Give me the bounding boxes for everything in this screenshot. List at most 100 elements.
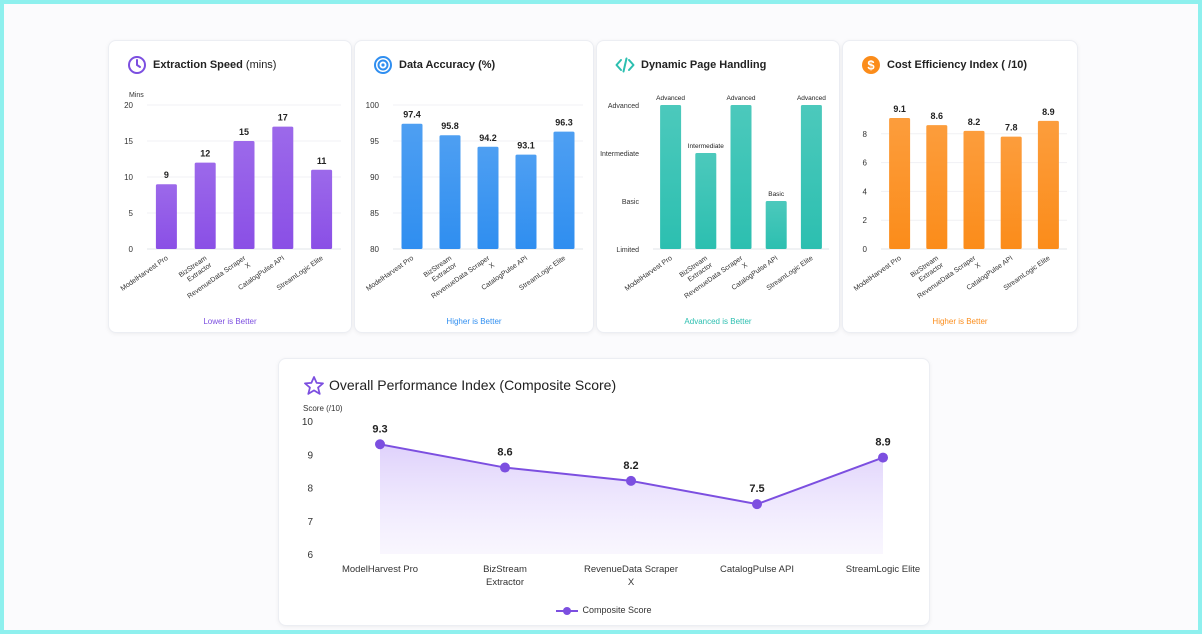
data-point xyxy=(626,475,636,486)
data-label: 9 xyxy=(164,170,169,180)
chart-footnote: Higher is Better xyxy=(446,317,502,326)
x-tick-label: ModelHarvest Pro xyxy=(365,255,415,293)
data-label: 17 xyxy=(278,113,288,123)
data-point xyxy=(375,439,385,450)
area-line-chart: Score (/10) 6 7 8 9 10 9.3 ModelHarvest Pro 8.6 B… xyxy=(302,404,920,588)
bar xyxy=(553,131,575,249)
y-tick-label: 100 xyxy=(366,101,380,110)
bar xyxy=(1000,136,1022,249)
bar xyxy=(439,135,461,249)
bar xyxy=(401,123,423,249)
chart-title: Data Accuracy (%) xyxy=(399,59,496,71)
bar xyxy=(155,184,177,249)
target-icon xyxy=(374,56,392,74)
y-tick-label: 85 xyxy=(370,209,379,218)
legend-label: Composite Score xyxy=(582,605,652,615)
star-icon xyxy=(304,376,324,395)
data-label: 95.8 xyxy=(441,121,459,131)
bar xyxy=(963,130,985,249)
data-label: 8.2 xyxy=(623,460,638,472)
dynamic-page-handling-card: Dynamic Page Handling Limited Basic Interm… xyxy=(596,40,840,333)
data-label: Intermediate xyxy=(688,143,725,150)
y-tick-label: 6 xyxy=(863,159,868,168)
data-label: Advanced xyxy=(656,95,685,102)
data-label: 9.3 xyxy=(372,423,387,435)
bar xyxy=(311,169,333,249)
chart-legend: Composite Score xyxy=(279,605,929,615)
bar xyxy=(515,154,537,249)
data-label: 11 xyxy=(317,156,327,166)
x-tick-label: ModelHarvest Pro xyxy=(853,255,903,293)
x-tick-label: ModelHarvest Pro xyxy=(624,255,674,293)
data-label: 93.1 xyxy=(517,141,535,151)
y-axis-label: Score (/10) xyxy=(303,404,343,413)
data-point xyxy=(500,462,510,473)
data-label: 8.2 xyxy=(968,117,981,127)
bar xyxy=(194,162,216,249)
y-tick-label: Basic xyxy=(622,199,640,206)
chart-title: Overall Performance Index (Composite Sco… xyxy=(329,377,617,393)
chart-title: Cost Efficiency Index ( /10) xyxy=(887,59,1027,71)
y-tick-label: 95 xyxy=(370,137,379,146)
y-axis-label: Mins xyxy=(129,92,144,99)
y-tick-label: 9 xyxy=(307,450,313,461)
data-accuracy-card: Data Accuracy (%) 80 85 90 95 100 97.4 ModelHa… xyxy=(354,40,594,333)
y-tick-label: Limited xyxy=(616,247,639,254)
y-tick-label: 8 xyxy=(863,130,868,139)
x-tick-label: ModelHarvest Pro xyxy=(342,564,418,575)
chart-title: Extraction Speed (mins) xyxy=(153,59,277,71)
clock-icon xyxy=(128,56,146,74)
y-tick-label: Intermediate xyxy=(600,151,639,158)
data-label: Basic xyxy=(768,191,785,198)
y-tick-label: 8 xyxy=(307,484,313,495)
y-tick-label: 4 xyxy=(863,187,868,196)
y-tick-label: 7 xyxy=(307,517,313,528)
dollar-icon: $ xyxy=(862,56,880,74)
y-tick-label: 80 xyxy=(370,245,379,254)
data-label: 97.4 xyxy=(403,110,421,120)
x-tick-label: ModelHarvest Pro xyxy=(120,255,170,293)
extraction-speed-card: Extraction Speed (mins) Mins 0 5 10 15 20 9 Mod… xyxy=(108,40,352,333)
bar xyxy=(889,117,911,250)
y-tick-label: 5 xyxy=(129,209,134,218)
bar xyxy=(477,146,499,249)
bar-chart: Limited Basic Intermediate Advanced Advanced… xyxy=(600,95,829,300)
y-tick-label: 20 xyxy=(124,101,133,110)
y-tick-label: 6 xyxy=(307,550,313,561)
legend-swatch xyxy=(556,606,579,615)
data-label: Advanced xyxy=(727,95,756,102)
data-label: 8.9 xyxy=(1042,107,1055,117)
bar xyxy=(233,141,255,249)
chart-title: Dynamic Page Handling xyxy=(641,59,767,71)
bar xyxy=(272,126,294,249)
svg-text:$: $ xyxy=(867,58,875,73)
y-tick-label: Advanced xyxy=(608,103,639,110)
data-label: 8.9 xyxy=(875,437,890,449)
bar xyxy=(1037,120,1059,249)
data-label: 12 xyxy=(200,149,210,159)
data-label: 94.2 xyxy=(479,133,497,143)
data-label: 7.5 xyxy=(749,483,764,495)
bar xyxy=(800,105,822,249)
bar xyxy=(765,201,787,249)
data-label: 8.6 xyxy=(931,111,944,121)
chart-footnote: Advanced is Better xyxy=(684,317,752,326)
chart-footnote: Higher is Better xyxy=(932,317,988,326)
composite-score-card: Overall Performance Index (Composite Sco… xyxy=(278,358,930,626)
data-label: 8.6 xyxy=(497,447,512,459)
x-tick-label: StreamLogic Elite xyxy=(846,564,920,575)
code-icon xyxy=(615,57,635,73)
y-tick-label: 90 xyxy=(370,173,379,182)
chart-footnote: Lower is Better xyxy=(203,317,257,326)
y-tick-label: 10 xyxy=(124,173,133,182)
data-label: 9.1 xyxy=(893,104,906,114)
data-label: Advanced xyxy=(797,95,826,102)
cost-efficiency-card: $ Cost Efficiency Index ( /10) 0 2 4 6 8 9.1 M… xyxy=(842,40,1078,333)
y-tick-label: 10 xyxy=(302,417,314,428)
